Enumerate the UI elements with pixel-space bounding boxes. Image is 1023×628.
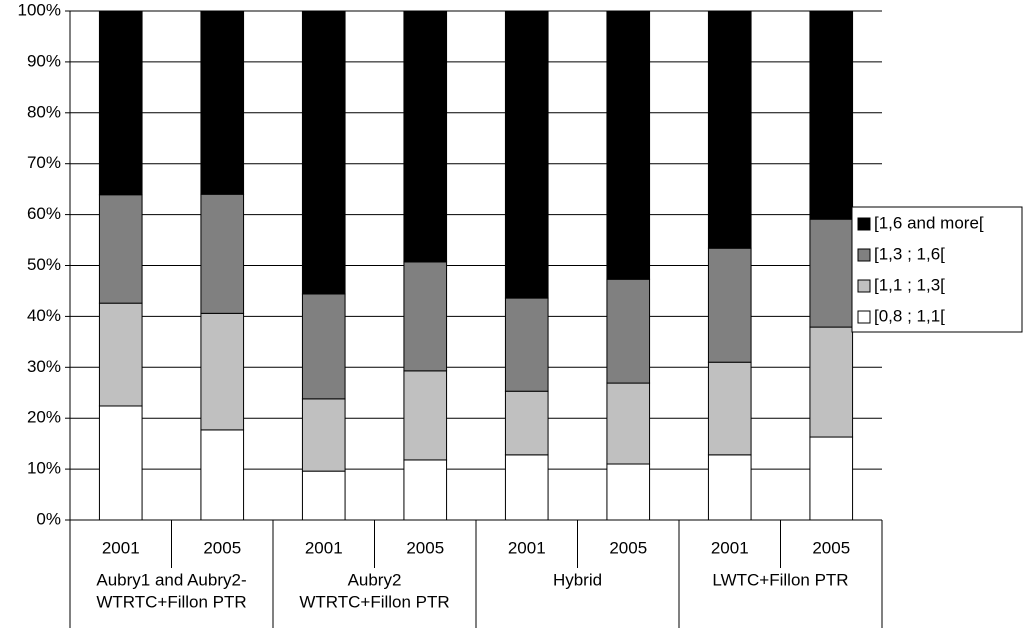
y-tick-label: 50% <box>27 255 61 274</box>
bar-segment <box>301 470 346 521</box>
bar-segment <box>606 382 651 465</box>
bar-segment <box>504 10 549 299</box>
bar-segment <box>809 10 854 220</box>
legend-swatch <box>857 248 871 262</box>
legend-label: [1,3 ; 1,6[ <box>874 244 945 263</box>
group-label: Aubry1 and Aubry2- <box>96 570 246 589</box>
group-label: WTRTC+Fillon PTR <box>299 592 449 611</box>
bar-segment <box>301 10 346 295</box>
legend-swatch <box>857 217 871 231</box>
bar-segment <box>504 297 549 392</box>
bar-segment <box>200 312 245 431</box>
y-tick-label: 80% <box>27 102 61 121</box>
x-tick-label: 2005 <box>406 538 444 557</box>
y-tick-label: 0% <box>36 509 61 528</box>
bar-segment <box>606 463 651 521</box>
bar-segment <box>98 194 143 304</box>
bar-segment <box>809 326 854 438</box>
y-tick-label: 30% <box>27 357 61 376</box>
legend-swatch <box>857 310 871 324</box>
bar-segment <box>504 390 549 456</box>
legend-swatch <box>857 279 871 293</box>
y-tick-label: 100% <box>18 0 61 19</box>
bar-segment <box>200 193 245 314</box>
bar-segment <box>98 302 143 407</box>
bar-segment <box>200 429 245 521</box>
bar-segment <box>504 454 549 521</box>
group-label: LWTC+Fillon PTR <box>712 570 848 589</box>
y-tick-label: 40% <box>27 306 61 325</box>
group-label: Aubry2 <box>348 570 402 589</box>
legend-label: [0,8 ; 1,1[ <box>874 306 945 325</box>
bar-segment <box>403 370 448 461</box>
y-tick-label: 90% <box>27 51 61 70</box>
y-tick-label: 70% <box>27 153 61 172</box>
bar-segment <box>301 398 346 472</box>
bar-segment <box>707 361 752 456</box>
bar-segment <box>403 10 448 263</box>
bar-segment <box>200 10 245 195</box>
bar-segment <box>301 293 346 400</box>
bar-segment <box>403 459 448 521</box>
x-tick-label: 2001 <box>305 538 343 557</box>
bar-segment <box>707 454 752 521</box>
x-tick-label: 2001 <box>711 538 749 557</box>
x-tick-label: 2001 <box>102 538 140 557</box>
bar-segment <box>707 247 752 363</box>
bar-segment <box>98 10 143 196</box>
x-tick-label: 2001 <box>508 538 546 557</box>
x-tick-label: 2005 <box>812 538 850 557</box>
bar-segment <box>98 405 143 521</box>
group-label: WTRTC+Fillon PTR <box>96 592 246 611</box>
y-tick-label: 60% <box>27 204 61 223</box>
legend-box <box>851 206 1023 333</box>
y-tick-label: 20% <box>27 408 61 427</box>
bar-segment <box>809 218 854 328</box>
bar-segment <box>403 261 448 372</box>
group-label: Hybrid <box>553 570 602 589</box>
bar-segment <box>606 10 651 280</box>
bar-segment <box>606 278 651 384</box>
x-tick-label: 2005 <box>609 538 647 557</box>
x-tick-label: 2005 <box>203 538 241 557</box>
legend-label: [1,6 and more[ <box>874 213 984 232</box>
bar-segment <box>809 436 854 521</box>
bar-segment <box>707 10 752 249</box>
y-tick-label: 10% <box>27 459 61 478</box>
legend-label: [1,1 ; 1,3[ <box>874 275 945 294</box>
